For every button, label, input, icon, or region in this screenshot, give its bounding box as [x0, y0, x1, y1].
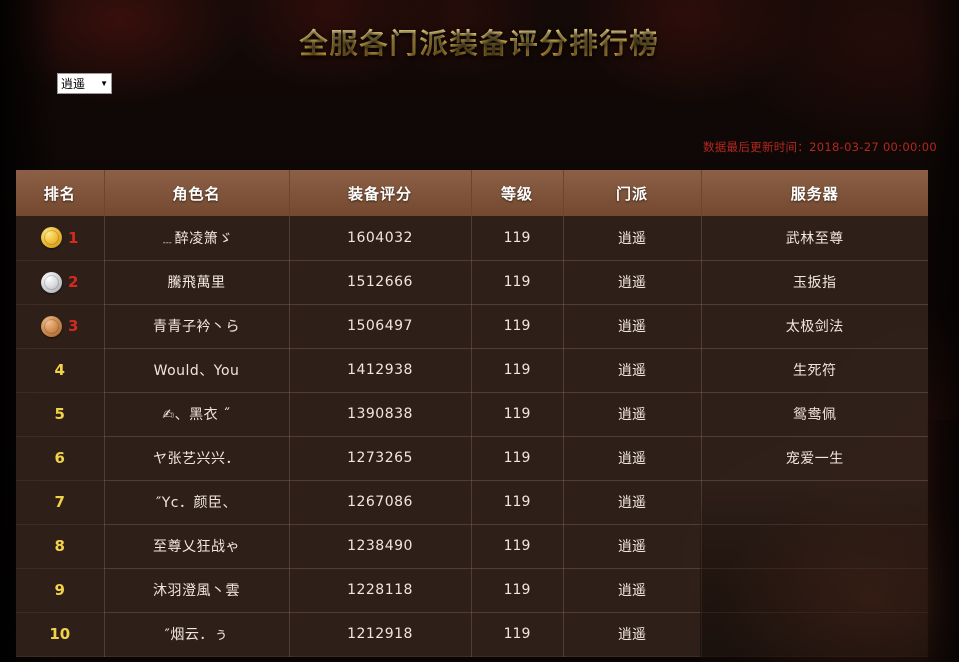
table-header-row: 排名 角色名 装备评分 等级 门派 服务器	[16, 170, 928, 216]
cell-class: 逍遥	[563, 480, 702, 525]
cell-server	[701, 612, 928, 657]
table-row[interactable]: 6 ヤ张艺兴兴． 1273265 119 逍遥 宠爱一生	[16, 436, 928, 481]
cell-rank: 4	[16, 348, 105, 393]
cell-level: 119	[471, 480, 564, 525]
column-header-level: 等级	[471, 170, 564, 216]
cell-server: 生死符	[701, 348, 928, 393]
cell-level: 119	[471, 612, 564, 657]
rank-number: 8	[54, 537, 65, 555]
cell-server	[701, 480, 928, 525]
cell-gear-score: 1604032	[289, 216, 472, 261]
cell-rank: 8	[16, 524, 105, 569]
cell-server: 太极剑法	[701, 304, 928, 349]
cell-gear-score: 1506497	[289, 304, 472, 349]
cell-server: 玉扳指	[701, 260, 928, 305]
cell-rank: 7	[16, 480, 105, 525]
cell-level: 119	[471, 348, 564, 393]
ranking-table-body: 1 ﹍醉凌箫ゞ 1604032 119 逍遥 武林至尊 2 騰飛萬里 1512666 119 逍遥玉…	[16, 216, 928, 657]
cell-level: 119	[471, 524, 564, 569]
cell-level: 119	[471, 304, 564, 349]
cell-class: 逍遥	[563, 524, 702, 569]
cell-server	[701, 568, 928, 613]
gold-medal-icon	[41, 227, 63, 249]
cell-character-name: ″烟云．ぅ	[104, 612, 290, 657]
rank-number: 9	[54, 581, 65, 599]
cell-rank: 6	[16, 436, 105, 481]
cell-level: 119	[471, 568, 564, 613]
cell-gear-score: 1412938	[289, 348, 472, 393]
cell-character-name: Would、You	[104, 348, 290, 393]
rank-number: 1	[68, 228, 79, 247]
cell-rank: 5	[16, 392, 105, 437]
table-row[interactable]: 1 ﹍醉凌箫ゞ 1604032 119 逍遥 武林至尊	[16, 216, 928, 261]
cell-rank: 1	[16, 216, 105, 261]
ranking-table: 排名 角色名 装备评分 等级 门派 服务器 1 ﹍醉凌箫ゞ 1604032 119 逍遥…	[16, 170, 928, 657]
table-row[interactable]: 8 至尊乂狂战ゃ 1238490 119 逍遥	[16, 524, 928, 569]
table-row[interactable]: 5 ✍、黑衣 ˝ 1390838 119 逍遥 鸳鸯佩	[16, 392, 928, 437]
cell-gear-score: 1238490	[289, 524, 472, 569]
right-edge-shadow	[925, 420, 959, 662]
column-header-rank: 排名	[16, 170, 105, 216]
rank-number: 3	[68, 317, 79, 335]
table-row[interactable]: 7 ″Yc．颜臣、 1267086 119 逍遥	[16, 480, 928, 525]
cell-character-name: ✍、黑衣 ˝	[104, 392, 290, 437]
cell-class: 逍遥	[563, 216, 702, 261]
cell-server	[701, 524, 928, 569]
cell-server: 鸳鸯佩	[701, 392, 928, 437]
cell-class: 逍遥	[563, 436, 702, 481]
class-filter-value: 逍遥	[61, 76, 86, 91]
rank-number: 7	[54, 493, 65, 511]
cell-gear-score: 1512666	[289, 260, 472, 305]
rank-number: 4	[54, 361, 65, 379]
cell-character-name: 青青子衿丶ら	[104, 304, 290, 349]
rank-number: 10	[49, 625, 71, 643]
bronze-medal-icon	[41, 315, 63, 337]
cell-gear-score: 1267086	[289, 480, 472, 525]
cell-rank: 3	[16, 304, 105, 349]
cell-gear-score: 1390838	[289, 392, 472, 437]
column-header-class: 门派	[563, 170, 702, 216]
cell-class: 逍遥	[563, 304, 702, 349]
cell-level: 119	[471, 260, 564, 305]
table-row[interactable]: 2 騰飛萬里 1512666 119 逍遥 玉扳指	[16, 260, 928, 305]
cell-class: 逍遥	[563, 612, 702, 657]
cell-character-name: 騰飛萬里	[104, 260, 290, 305]
column-header-server: 服务器	[701, 170, 928, 216]
cell-gear-score: 1228118	[289, 568, 472, 613]
cell-gear-score: 1212918	[289, 612, 472, 657]
cell-character-name: ″Yc．颜臣、	[104, 480, 290, 525]
class-filter-dropdown[interactable]: 逍遥 ▼	[57, 73, 112, 94]
rank-number: 6	[54, 449, 65, 467]
cell-level: 119	[471, 392, 564, 437]
table-row[interactable]: 10 ″烟云．ぅ 1212918 119 逍遥	[16, 612, 928, 657]
cell-level: 119	[471, 436, 564, 481]
cell-rank: 10	[16, 612, 105, 657]
cell-rank: 9	[16, 568, 105, 613]
cell-class: 逍遥	[563, 260, 702, 305]
silver-medal-icon	[41, 271, 63, 293]
page-title: 全服各门派装备评分排行榜	[0, 22, 959, 62]
cell-character-name: ﹍醉凌箫ゞ	[104, 216, 290, 261]
rank-number: 5	[54, 405, 65, 423]
cell-server: 武林至尊	[701, 216, 928, 261]
column-header-name: 角色名	[104, 170, 290, 216]
cell-character-name: 至尊乂狂战ゃ	[104, 524, 290, 569]
cell-server: 宠爱一生	[701, 436, 928, 481]
cell-gear-score: 1273265	[289, 436, 472, 481]
rank-number: 2	[68, 273, 79, 291]
column-header-score: 装备评分	[289, 170, 472, 216]
cell-class: 逍遥	[563, 348, 702, 393]
table-row[interactable]: 4 Would、You 1412938 119 逍遥 生死符	[16, 348, 928, 393]
last-update-time: 数据最后更新时间：2018-03-27 00:00:00	[702, 140, 937, 154]
cell-rank: 2	[16, 260, 105, 305]
cell-level: 119	[471, 216, 564, 261]
cell-class: 逍遥	[563, 392, 702, 437]
cell-class: 逍遥	[563, 568, 702, 613]
cell-character-name: ヤ张艺兴兴．	[104, 436, 290, 481]
table-row[interactable]: 9 沐羽澄風丶雲 1228118 119 逍遥	[16, 568, 928, 613]
chevron-down-icon: ▼	[100, 78, 108, 88]
cell-character-name: 沐羽澄風丶雲	[104, 568, 290, 613]
table-row[interactable]: 3 青青子衿丶ら 1506497 119 逍遥 太极剑法	[16, 304, 928, 349]
